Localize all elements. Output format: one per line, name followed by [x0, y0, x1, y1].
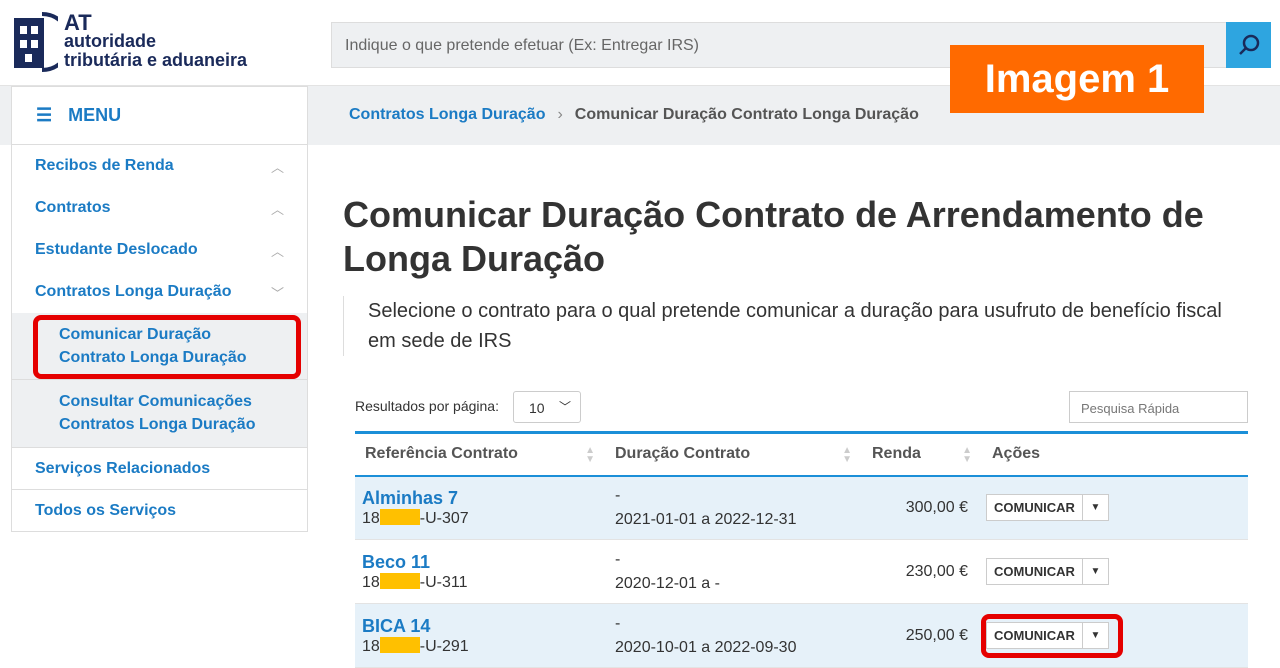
contract-ref: 18 -U-311 [362, 572, 605, 592]
chevron-right-icon: › [557, 106, 563, 123]
duration-period: 2020-10-01 a 2022-09-30 [615, 638, 797, 656]
sidebar-item-label: Contratos Longa Duração [35, 283, 232, 300]
sidebar-subitem-comunicar[interactable]: Comunicar Duração Contrato Longa Duração [12, 313, 307, 380]
duration-line1: - [615, 550, 621, 568]
chevron-down-icon: ﹀ [558, 400, 571, 414]
chevron-down-icon: ﹀ [270, 285, 284, 301]
sidebar-item-label: Serviços Relacionados [35, 459, 211, 477]
caret-down-icon[interactable]: ▼ [1082, 622, 1109, 649]
page-lead: Selecione o contrato para o qual pretend… [343, 296, 1243, 356]
header-label: Referência Contrato [365, 445, 518, 463]
caret-down-icon[interactable]: ▼ [1082, 494, 1109, 522]
contract-name-link[interactable]: BICA 14 [362, 615, 431, 636]
sort-icon: ▲ ▼ [962, 445, 972, 465]
sidebar-item-label: Estudante Deslocado [35, 241, 198, 258]
chevron-up-icon: ︿ [270, 201, 284, 217]
contract-name-link[interactable]: Alminhas 7 [362, 487, 459, 508]
redaction-mask [379, 572, 420, 589]
redaction-mask [379, 508, 420, 525]
header-label: Duração Contrato [615, 445, 751, 463]
quick-search-input[interactable]: Pesquisa Rápida [1069, 391, 1248, 423]
page-title: Comunicar Duração Contrato de Arrendamen… [343, 194, 1204, 279]
comunicar-button[interactable]: COMUNICAR [986, 494, 1083, 522]
sidebar-item-recibos[interactable]: Recibos de Renda ︿ [12, 145, 307, 187]
ref-prefix: 18 [362, 509, 380, 527]
caret-down-icon[interactable]: ▼ [1082, 558, 1109, 585]
contract-ref: 18 -U-291 [362, 636, 605, 656]
sidebar-subitem-consultar[interactable]: Consultar Comunicações Contratos Longa D… [12, 380, 307, 447]
logo-at: AT [64, 9, 92, 35]
image-label-badge: Imagem 1 [950, 45, 1204, 113]
chevron-up-icon: ︿ [270, 243, 284, 259]
shield-logo-icon [14, 12, 58, 72]
sidebar-item-longa-duracao[interactable]: Contratos Longa Duração ﹀ [12, 271, 307, 313]
search-button[interactable] [1226, 22, 1271, 68]
sidebar-item-todos-servicos[interactable]: Todos os Serviços [12, 489, 307, 531]
menu-button[interactable]: ☰ MENU [11, 86, 308, 145]
highlight-box [981, 614, 1123, 658]
sidebar-item-label: Contratos [35, 199, 111, 216]
col-referencia[interactable]: Referência Contrato ▲ ▼ [355, 432, 605, 477]
sidebar-item-servicos-relacionados[interactable]: Serviços Relacionados [12, 447, 307, 489]
contract-name-link[interactable]: Beco 11 [362, 551, 431, 572]
comunicar-button[interactable]: COMUNICAR [986, 558, 1083, 585]
sort-icon: ▲ ▼ [842, 445, 852, 465]
sidebar-item-label: Todos os Serviços [35, 501, 177, 519]
contract-ref: 18 -U-307 [362, 508, 605, 528]
redaction-mask [379, 636, 420, 653]
chevron-up-icon: ︿ [270, 159, 284, 175]
breadcrumb-parent[interactable]: Contratos Longa Duração [349, 106, 546, 123]
ref-prefix: 18 [362, 573, 380, 591]
rent-value: 300,00 € [862, 475, 982, 540]
logo-line2: autoridade [64, 30, 157, 51]
highlight-box [33, 315, 301, 379]
search-icon [1238, 34, 1259, 55]
col-duracao[interactable]: Duração Contrato ▲ ▼ [605, 432, 862, 477]
breadcrumb: Contratos Longa Duração › Comunicar Duraçã… [349, 106, 919, 124]
breadcrumb-current: Comunicar Duração Contrato Longa Duração [574, 106, 919, 123]
comunicar-button[interactable]: COMUNICAR [986, 622, 1083, 649]
ref-prefix: 18 [362, 637, 380, 655]
duration-line1: - [615, 614, 621, 632]
sidebar: Recibos de Renda ︿ Contratos ︿ Estudante D… [11, 145, 308, 532]
duration-line1: - [615, 486, 621, 504]
sidebar-item-label: Recibos de Renda [35, 157, 174, 174]
col-renda[interactable]: Renda ▲ ▼ [862, 432, 982, 477]
col-acoes: Ações [982, 432, 1248, 477]
rent-value: 250,00 € [862, 603, 982, 668]
table-row: Beco 11 18 -U-311 - 2020-12-01 a - 230,00 €… [355, 539, 1248, 604]
ref-suffix: -U-307 [419, 509, 469, 527]
table-row: Alminhas 7 18 -U-307 - 2021-01-01 a 2022-12… [355, 475, 1248, 540]
at-logo[interactable]: AT autoridade tributária e aduaneira [12, 10, 247, 72]
sort-icon: ▲ ▼ [585, 445, 595, 465]
rent-value: 230,00 € [862, 539, 982, 604]
hamburger-icon: ☰ [36, 105, 53, 125]
select-value: 10 [529, 400, 545, 416]
ref-suffix: -U-291 [419, 637, 469, 655]
ref-suffix: -U-311 [419, 573, 468, 591]
results-per-page-select[interactable]: 10 ﹀ [513, 391, 581, 423]
duration-period: 2020-12-01 a - [615, 574, 720, 592]
header-label: Ações [992, 445, 1041, 463]
sidebar-item-estudante[interactable]: Estudante Deslocado ︿ [12, 229, 307, 271]
menu-label: MENU [68, 105, 122, 125]
header-label: Renda [872, 445, 921, 463]
results-per-page-label: Resultados por página: [355, 398, 499, 414]
sidebar-item-contratos[interactable]: Contratos ︿ [12, 187, 307, 229]
logo-line3: tributária e aduaneira [64, 49, 248, 70]
duration-period: 2021-01-01 a 2022-12-31 [615, 510, 797, 528]
